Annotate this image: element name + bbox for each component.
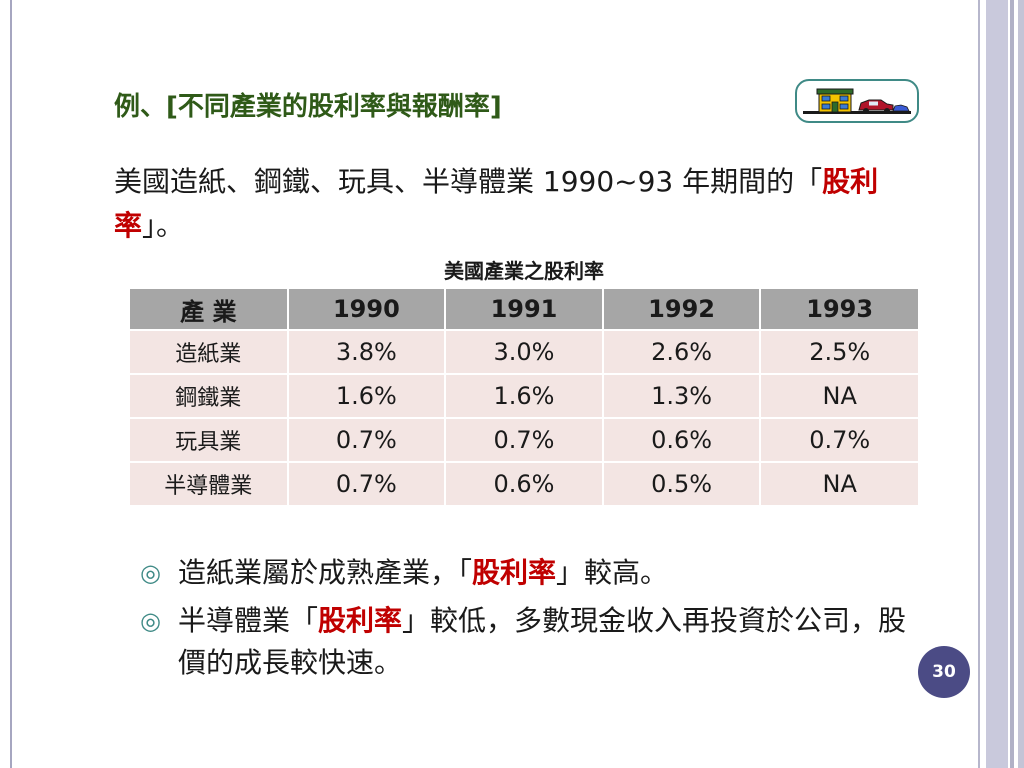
- header-1990: 1990: [287, 289, 447, 330]
- bullet-text-before: 造紙業屬於成熟產業，「: [178, 556, 473, 589]
- table-cell: 0.6%: [602, 417, 762, 462]
- bullet-circle-icon: ◎: [140, 559, 161, 587]
- list-item: ◎ 半導體業「股利率」較低，多數現金收入再投資於公司，股價的成長較快速。: [140, 600, 920, 684]
- intro-text: 美國造紙、鋼鐵、玩具、半導體業 1990~93 年期間的「股利率」。: [114, 160, 926, 248]
- table-cell: 2.6%: [602, 329, 762, 374]
- table-row: 玩具業 0.7% 0.7% 0.6% 0.7%: [130, 417, 918, 462]
- table-cell: 1.6%: [287, 373, 447, 418]
- table-cell: NA: [760, 461, 918, 505]
- bullet-highlight: 股利率: [472, 556, 557, 589]
- bullet-text-after: 」較高。: [556, 556, 669, 589]
- intro-highlight: 股利率: [114, 165, 879, 242]
- table-cell: 半導體業: [130, 461, 289, 505]
- table-row: 半導體業 0.7% 0.6% 0.5% NA: [130, 461, 918, 505]
- table-cell: 玩具業: [130, 417, 289, 462]
- table-cell: 1.6%: [445, 373, 604, 418]
- table-cell: 0.6%: [445, 461, 604, 505]
- table-cell: 0.7%: [287, 417, 447, 462]
- table-cell: 1.3%: [602, 373, 762, 418]
- page-number-badge: 30: [918, 646, 970, 698]
- table-row: 鋼鐵業 1.6% 1.6% 1.3% NA: [130, 373, 918, 418]
- table-row: 造紙業 3.8% 3.0% 2.6% 2.5%: [130, 329, 918, 374]
- table-cell: 2.5%: [760, 329, 918, 374]
- table-cell: 造紙業: [130, 329, 289, 374]
- bullet-circle-icon: ◎: [140, 607, 161, 635]
- header-industry: 產 業: [130, 289, 289, 330]
- bullet-text-after: 」較低，多數現金收入再投資於公司，股價的成長較快速。: [178, 604, 907, 679]
- slide-title: 例、[不同產業的股利率與報酬率]: [114, 92, 502, 122]
- bullet-list: ◎ 造紙業屬於成熟產業，「股利率」較高。 ◎ 半導體業「股利率」較低，多數現金收…: [140, 552, 920, 690]
- table-cell: 鋼鐵業: [130, 373, 289, 418]
- table-caption: 美國產業之股利率: [444, 259, 604, 283]
- home-house-car-icon: [803, 88, 911, 114]
- table-cell: 0.5%: [602, 461, 762, 505]
- home-button[interactable]: [795, 79, 919, 123]
- header-1993: 1993: [760, 289, 918, 330]
- table-cell: 3.8%: [287, 329, 447, 374]
- bullet-highlight: 股利率: [318, 604, 403, 637]
- dividend-rate-table: 產 業 1990 1991 1992 1993 造紙業 3.8% 3.0% 2.…: [130, 289, 918, 505]
- table-cell: 0.7%: [287, 461, 447, 505]
- table-cell: NA: [760, 373, 918, 418]
- table-cell: 0.7%: [760, 417, 918, 462]
- header-1992: 1992: [602, 289, 762, 330]
- header-1991: 1991: [445, 289, 604, 330]
- frame-left-border: [10, 0, 12, 768]
- intro-part2: 」。: [142, 209, 185, 242]
- table-cell: 3.0%: [445, 329, 604, 374]
- table-cell: 0.7%: [445, 417, 604, 462]
- frame-right-border: [978, 0, 1024, 768]
- intro-part1: 美國造紙、鋼鐵、玩具、半導體業 1990~93 年期間的「: [114, 165, 823, 198]
- bullet-text-before: 半導體業「: [178, 604, 319, 637]
- table-header-row: 產 業 1990 1991 1992 1993: [130, 289, 918, 330]
- list-item: ◎ 造紙業屬於成熟產業，「股利率」較高。: [140, 552, 920, 594]
